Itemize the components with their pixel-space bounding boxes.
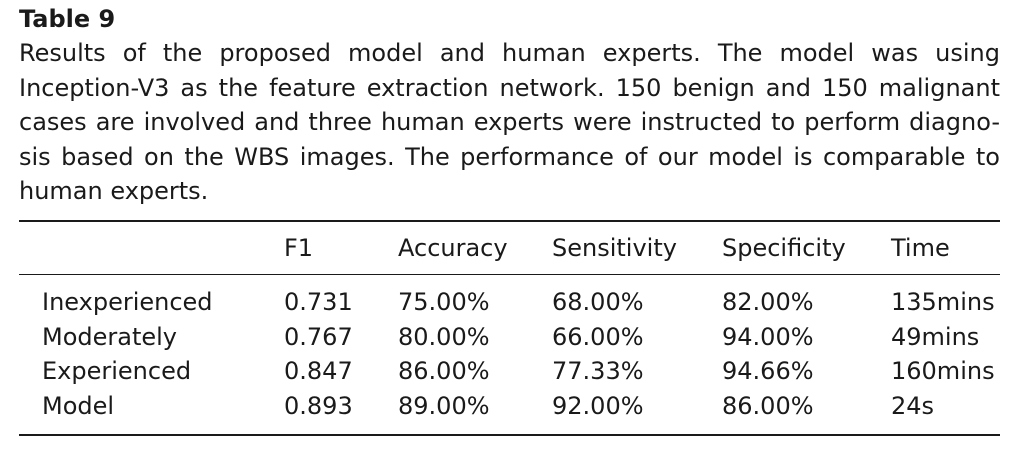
time-cell: 49mins xyxy=(891,322,980,351)
specificity-cell: 86.00% xyxy=(722,392,814,421)
table-row: Moderately 0.767 80.00% 66.00% 94.00% 49… xyxy=(19,320,1000,355)
table-figure: Table 9 Results of the proposed model an… xyxy=(19,4,1000,436)
f1-cell: 0.731 xyxy=(284,288,353,317)
table-row: Experienced 0.847 86.00% 77.33% 94.66% 1… xyxy=(19,354,1000,389)
sensitivity-cell: 68.00% xyxy=(552,288,644,317)
row-label-cell: Moderately xyxy=(42,322,178,351)
accuracy-cell: 75.00% xyxy=(398,288,490,317)
table-caption: Results of the proposed model and human … xyxy=(19,36,1000,209)
caption-line: human experts. xyxy=(19,177,209,206)
f1-cell: 0.893 xyxy=(284,392,353,421)
sensitivity-cell: 92.00% xyxy=(552,392,644,421)
time-cell: 135mins xyxy=(891,288,995,317)
table-header-row: F1 Accuracy Sensitivity Specificity Time xyxy=(19,221,1000,275)
specificity-cell: 82.00% xyxy=(722,288,814,317)
header-cell-f1: F1 xyxy=(284,234,314,262)
header-cell-sensitivity: Sensitivity xyxy=(552,234,677,262)
specificity-cell: 94.00% xyxy=(722,322,814,351)
table-label: Table 9 xyxy=(19,5,116,33)
time-cell: 160mins xyxy=(891,357,995,386)
caption-line: Results of the proposed model and human … xyxy=(19,39,1000,67)
header-cell-specificity: Specificity xyxy=(722,234,846,262)
time-cell: 24s xyxy=(891,392,935,421)
sensitivity-cell: 77.33% xyxy=(552,357,644,386)
row-label-cell: Model xyxy=(42,392,115,421)
caption-line: cases are involved and three human exper… xyxy=(19,108,1000,137)
specificity-cell: 94.66% xyxy=(722,357,814,386)
header-cell-time: Time xyxy=(891,234,950,262)
caption-line: Inception-V3 as the feature extraction n… xyxy=(19,73,1000,102)
caption-line: sis based on the WBS images. The perform… xyxy=(19,142,1000,171)
header-cell-accuracy: Accuracy xyxy=(398,234,508,262)
accuracy-cell: 86.00% xyxy=(398,357,490,386)
accuracy-cell: 89.00% xyxy=(398,392,490,421)
table-row: Inexperienced 0.731 75.00% 68.00% 82.00%… xyxy=(19,275,1000,320)
results-table: F1 Accuracy Sensitivity Specificity Time… xyxy=(19,220,1000,436)
header-cell-row-label xyxy=(19,221,284,275)
f1-cell: 0.847 xyxy=(284,357,353,386)
f1-cell: 0.767 xyxy=(284,322,353,351)
row-label-cell: Experienced xyxy=(42,357,192,386)
sensitivity-cell: 66.00% xyxy=(552,322,644,351)
table-row: Model 0.893 89.00% 92.00% 86.00% 24s xyxy=(19,389,1000,436)
row-label-cell: Inexperienced xyxy=(42,288,213,317)
accuracy-cell: 80.00% xyxy=(398,322,490,351)
